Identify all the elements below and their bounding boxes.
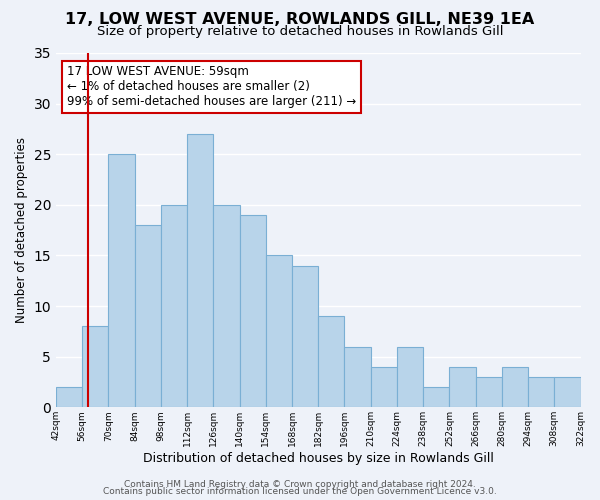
Bar [423, 387, 449, 407]
Bar [214, 205, 239, 408]
Bar [239, 215, 266, 408]
Text: 17, LOW WEST AVENUE, ROWLANDS GILL, NE39 1EA: 17, LOW WEST AVENUE, ROWLANDS GILL, NE39… [65, 12, 535, 28]
Bar [82, 326, 109, 407]
Bar [135, 225, 161, 408]
Bar [318, 316, 344, 408]
Bar [528, 377, 554, 408]
Bar [187, 134, 214, 407]
Text: Contains public sector information licensed under the Open Government Licence v3: Contains public sector information licen… [103, 487, 497, 496]
X-axis label: Distribution of detached houses by size in Rowlands Gill: Distribution of detached houses by size … [143, 452, 494, 465]
Bar [502, 367, 528, 408]
Bar [554, 377, 581, 408]
Text: 17 LOW WEST AVENUE: 59sqm
← 1% of detached houses are smaller (2)
99% of semi-de: 17 LOW WEST AVENUE: 59sqm ← 1% of detach… [67, 66, 356, 108]
Bar [109, 154, 135, 407]
Bar [397, 346, 423, 408]
Bar [449, 367, 476, 408]
Text: Size of property relative to detached houses in Rowlands Gill: Size of property relative to detached ho… [97, 25, 503, 38]
Text: Contains HM Land Registry data © Crown copyright and database right 2024.: Contains HM Land Registry data © Crown c… [124, 480, 476, 489]
Bar [371, 367, 397, 408]
Bar [56, 387, 82, 407]
Y-axis label: Number of detached properties: Number of detached properties [15, 137, 28, 323]
Bar [266, 256, 292, 408]
Bar [344, 346, 371, 408]
Bar [161, 205, 187, 408]
Bar [476, 377, 502, 408]
Bar [292, 266, 318, 408]
